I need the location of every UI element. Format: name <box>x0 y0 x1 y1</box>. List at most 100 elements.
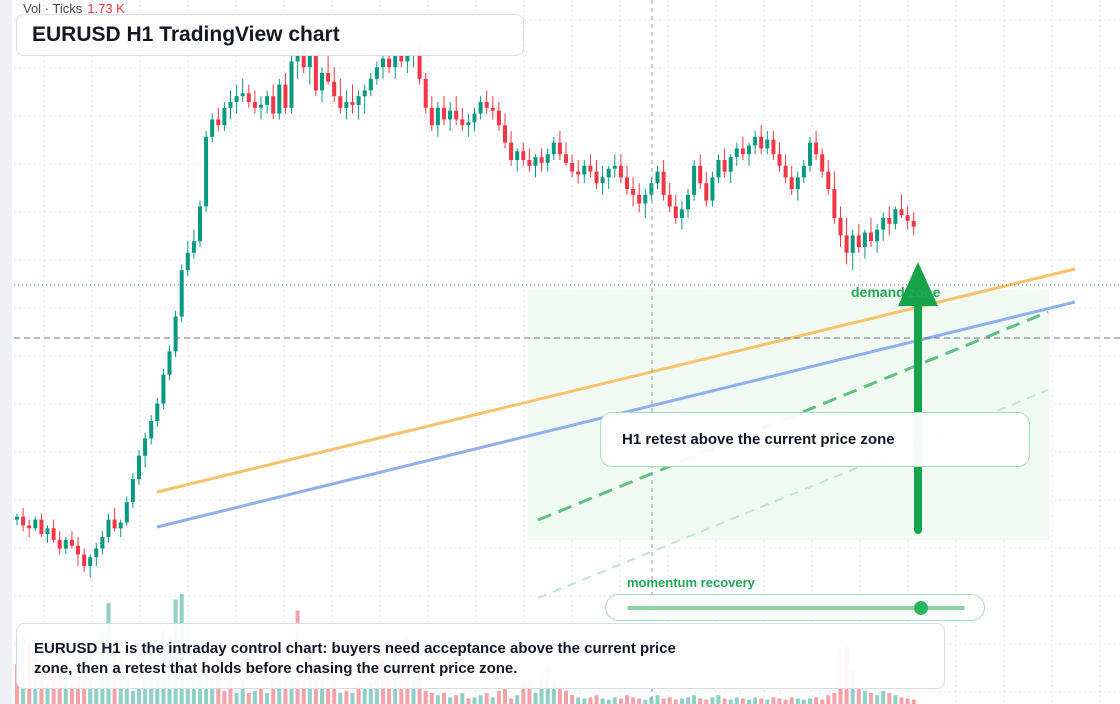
candle[interactable] <box>204 131 209 213</box>
candle[interactable] <box>808 136 812 172</box>
candle[interactable] <box>435 102 440 137</box>
candle[interactable] <box>734 142 739 166</box>
candle[interactable] <box>850 229 855 271</box>
candle[interactable] <box>222 102 227 131</box>
momentum-slider[interactable] <box>605 594 985 621</box>
dashed-projection-line[interactable] <box>537 389 1049 599</box>
candle[interactable] <box>869 218 873 247</box>
retest-callout[interactable]: H1 retest above the current price zone <box>600 412 1030 467</box>
candle[interactable] <box>490 96 495 120</box>
candle[interactable] <box>820 148 825 178</box>
candle[interactable] <box>509 131 514 166</box>
candle[interactable] <box>625 165 629 195</box>
candle[interactable] <box>33 516 38 532</box>
candle[interactable] <box>381 55 385 79</box>
candle[interactable] <box>716 154 721 184</box>
candle[interactable] <box>551 136 556 160</box>
candle[interactable] <box>442 96 446 126</box>
candle[interactable] <box>533 154 538 178</box>
candle[interactable] <box>368 73 373 97</box>
candle[interactable] <box>51 519 56 543</box>
candle[interactable] <box>45 525 50 543</box>
candle[interactable] <box>332 67 337 102</box>
candle[interactable] <box>875 223 880 253</box>
candle[interactable] <box>728 154 733 184</box>
candle[interactable] <box>539 148 544 172</box>
candle[interactable] <box>503 113 507 149</box>
candle[interactable] <box>88 554 93 578</box>
candle[interactable] <box>478 96 483 120</box>
candle[interactable] <box>149 415 154 445</box>
candlestick-series[interactable] <box>15 38 916 578</box>
candle[interactable] <box>747 142 751 166</box>
candle[interactable] <box>27 519 32 537</box>
candle[interactable] <box>789 165 794 195</box>
candle[interactable] <box>252 90 257 114</box>
left-price-scale[interactable] <box>0 0 12 704</box>
candle[interactable] <box>570 154 575 178</box>
candle[interactable] <box>143 432 148 468</box>
candle[interactable] <box>39 513 44 537</box>
candle[interactable] <box>63 537 68 555</box>
candle[interactable] <box>631 177 636 207</box>
candle[interactable] <box>326 55 331 85</box>
candle[interactable] <box>783 154 788 184</box>
candle[interactable] <box>118 519 123 537</box>
candle[interactable] <box>137 450 141 485</box>
candle[interactable] <box>686 189 690 218</box>
candle[interactable] <box>374 61 379 85</box>
candle[interactable] <box>557 131 562 160</box>
candle[interactable] <box>76 537 80 566</box>
candle[interactable] <box>466 113 471 137</box>
candle[interactable] <box>765 131 770 155</box>
candle[interactable] <box>899 194 904 218</box>
candle[interactable] <box>57 531 62 555</box>
candle[interactable] <box>112 508 117 532</box>
candle[interactable] <box>856 223 861 253</box>
candle[interactable] <box>582 160 587 184</box>
candle[interactable] <box>777 142 782 172</box>
candle[interactable] <box>521 142 526 166</box>
candle[interactable] <box>496 102 501 131</box>
candle[interactable] <box>362 84 367 114</box>
candle[interactable] <box>460 107 465 131</box>
candle[interactable] <box>710 171 715 207</box>
candle[interactable] <box>228 90 233 120</box>
candle[interactable] <box>618 154 623 184</box>
candle[interactable] <box>698 154 703 189</box>
candle[interactable] <box>356 90 361 120</box>
candle[interactable] <box>191 229 196 259</box>
candle[interactable] <box>484 90 489 114</box>
candle[interactable] <box>814 131 819 160</box>
candle[interactable] <box>106 513 111 543</box>
candle[interactable] <box>271 84 276 120</box>
candle[interactable] <box>259 96 263 120</box>
candle[interactable] <box>679 200 684 230</box>
candle[interactable] <box>198 200 202 247</box>
candle[interactable] <box>759 125 764 155</box>
candle[interactable] <box>161 368 166 410</box>
candle[interactable] <box>661 160 666 201</box>
candle[interactable] <box>606 165 611 189</box>
candle[interactable] <box>448 102 453 131</box>
candle[interactable] <box>600 165 605 195</box>
candle[interactable] <box>423 73 428 114</box>
candle[interactable] <box>637 183 642 213</box>
candle[interactable] <box>240 78 245 102</box>
candle[interactable] <box>893 206 898 230</box>
candle[interactable] <box>173 310 178 358</box>
candle[interactable] <box>588 154 593 178</box>
candle[interactable] <box>753 131 758 155</box>
candle[interactable] <box>692 160 697 201</box>
candle[interactable] <box>722 148 727 178</box>
candle[interactable] <box>545 148 550 172</box>
candle[interactable] <box>655 165 660 189</box>
candle[interactable] <box>649 177 654 201</box>
candle[interactable] <box>801 160 806 184</box>
candle[interactable] <box>216 107 221 131</box>
candle[interactable] <box>795 171 800 201</box>
candle[interactable] <box>862 229 867 259</box>
candle[interactable] <box>472 107 477 131</box>
candle[interactable] <box>313 49 318 97</box>
